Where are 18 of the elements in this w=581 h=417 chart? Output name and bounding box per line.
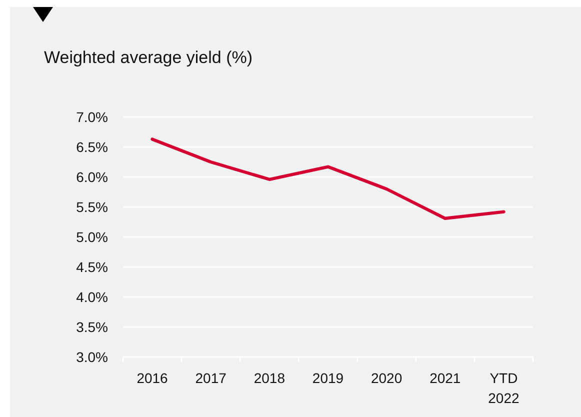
x-tick-label: 2018 bbox=[254, 370, 286, 386]
x-tick-label: 2017 bbox=[195, 370, 227, 386]
y-tick-label: 5.5% bbox=[76, 198, 108, 215]
y-tick-label: 3.5% bbox=[76, 318, 108, 335]
x-tick-label: 2016 bbox=[136, 370, 168, 386]
y-tick-label: 6.5% bbox=[76, 138, 108, 155]
x-tick-label: YTD 2022 bbox=[488, 370, 520, 406]
x-tick-label: 2021 bbox=[430, 370, 461, 386]
y-tick-label: 3.0% bbox=[76, 348, 108, 365]
y-tick-label: 4.0% bbox=[76, 288, 108, 305]
y-tick-label: 7.0% bbox=[76, 108, 108, 125]
y-tick-label: 6.0% bbox=[76, 168, 108, 185]
x-tick-label: 2020 bbox=[370, 370, 402, 386]
y-tick-label: 5.0% bbox=[76, 228, 108, 245]
y-tick-label: 4.5% bbox=[76, 258, 108, 275]
chart-title: Weighted average yield (%) bbox=[44, 48, 253, 67]
line-series bbox=[150, 138, 506, 220]
x-tick-label: 2019 bbox=[312, 370, 344, 386]
